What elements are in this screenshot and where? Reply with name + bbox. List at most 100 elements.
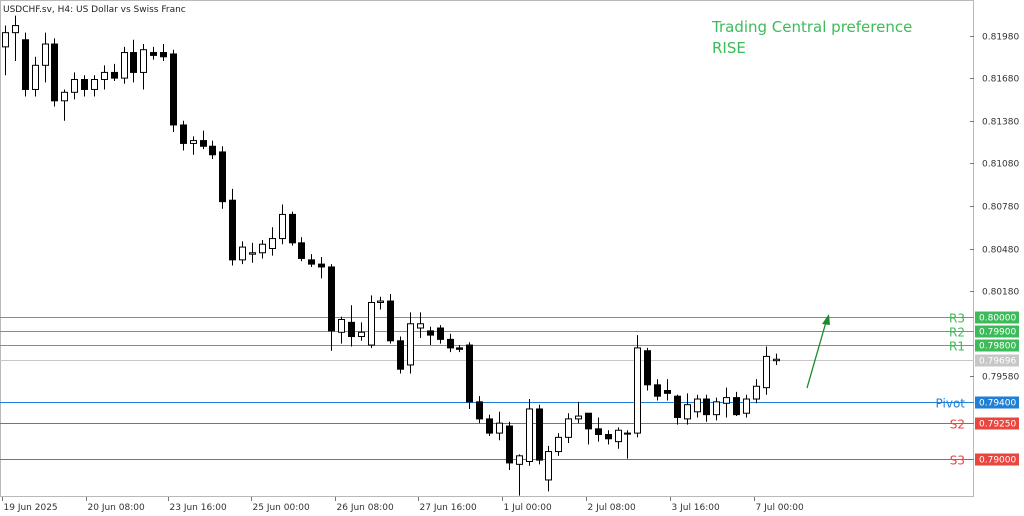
candle (61, 89, 68, 121)
rise-arrow-icon (806, 314, 830, 389)
candle (595, 417, 602, 442)
candle (190, 136, 197, 155)
candle (713, 397, 720, 421)
level-name-label: R3 (949, 312, 965, 326)
candle (456, 345, 463, 353)
candle (476, 396, 483, 424)
candle-body-bull (12, 25, 19, 34)
candle (150, 46, 157, 60)
level-price-label: 0.80000 (979, 314, 1016, 324)
candle (279, 204, 286, 245)
candle-body-bull (516, 455, 523, 465)
candle (160, 44, 167, 62)
candle (219, 146, 226, 209)
candle-body-bear (486, 418, 493, 434)
level-price-tag-r1 (975, 339, 1019, 352)
candles (2, 15, 780, 496)
candle-body-bull (269, 238, 276, 249)
y-tick-label: 0.80480 (982, 246, 1019, 256)
candle (130, 39, 137, 83)
y-tick-label: 0.79580 (982, 373, 1019, 383)
candle-body-bear (427, 330, 434, 336)
candle (753, 379, 760, 404)
candle-body-bull (259, 243, 266, 254)
level-price-tag-pivot (975, 396, 1019, 409)
y-tick-label: 0.81980 (982, 33, 1019, 43)
x-tick-label: 2 Jul 08:00 (588, 503, 637, 513)
candle (81, 75, 88, 97)
candle (506, 421, 513, 471)
candle-body-bull (773, 358, 780, 362)
candle (209, 140, 216, 160)
y-tick-label: 0.80180 (982, 288, 1019, 298)
candle-body-bear (585, 412, 592, 430)
candle-body-bull (358, 331, 365, 338)
candle (42, 32, 49, 83)
candle-body-bull (763, 355, 770, 389)
candle-body-bull (743, 398, 750, 414)
candle (664, 379, 671, 401)
current-price-label: 0.79696 (979, 357, 1016, 367)
candle (269, 227, 276, 256)
candle-body-bull (684, 404, 691, 420)
candle (585, 412, 592, 445)
candle (615, 427, 622, 449)
level-price-label: 0.79900 (979, 328, 1016, 338)
candle-body-bear (170, 53, 177, 126)
candle (565, 413, 572, 444)
candle (723, 387, 730, 418)
candle-body-bull (694, 398, 701, 413)
candle-body-bull (575, 415, 582, 420)
candle-body-bull (615, 429, 622, 443)
candle-body-bear (308, 259, 315, 265)
time-axis: 19 Jun 2025 20 Jun 08:00 23 Jun 16:00 25 Ju… (2, 497, 804, 513)
candle (101, 65, 108, 90)
candle (466, 342, 473, 409)
level-name-label: S3 (950, 454, 965, 468)
level-name-label: R2 (949, 326, 965, 340)
candle-body-bear (466, 344, 473, 403)
candle (358, 322, 365, 341)
candle-body-bear (298, 242, 305, 259)
x-tick-label: 20 Jun 08:00 (88, 503, 145, 513)
candle (486, 414, 493, 436)
candle (180, 120, 187, 151)
candle (634, 335, 641, 438)
candle-body-bull (121, 52, 128, 79)
y-tick-label: 0.81380 (982, 118, 1019, 128)
preference-title: Trading Central preference (711, 18, 912, 36)
candle (121, 46, 128, 84)
candle (51, 38, 58, 107)
candle (536, 404, 543, 465)
candle (328, 264, 335, 351)
candle-body-bear (200, 140, 207, 147)
candle-body-bull (624, 432, 631, 435)
candle-body-bear (456, 347, 463, 350)
candle (496, 411, 503, 441)
candle-body-bear (476, 401, 483, 420)
pivot-levels: 0.79696 0.80000 R3 0.79900 R2 0.79800 R1 0.7940… (0, 311, 1019, 468)
x-tick-label: 27 Jun 16:00 (420, 503, 477, 513)
candle (684, 393, 691, 425)
y-tick-label: 0.81680 (982, 75, 1019, 85)
candle (170, 49, 177, 133)
candle-body-bull (2, 32, 9, 48)
candle-body-bull (496, 422, 503, 434)
candle-body-bull (634, 347, 641, 434)
candle (348, 305, 355, 347)
candle-body-bear (397, 340, 404, 370)
x-tick-label: 19 Jun 2025 (4, 503, 58, 513)
candle-body-bear (506, 425, 513, 464)
candle (71, 72, 78, 100)
candle (733, 391, 740, 417)
candle-body-bull (526, 408, 533, 462)
candle-body-bear (328, 266, 335, 332)
x-tick-label: 3 Jul 16:00 (672, 503, 721, 513)
candle (12, 15, 19, 62)
candle (526, 399, 533, 466)
candle-body-bear (160, 52, 167, 58)
level-price-label: 0.79250 (979, 420, 1016, 430)
candle-body-bear (733, 397, 740, 416)
preference-direction: RISE (712, 39, 746, 57)
